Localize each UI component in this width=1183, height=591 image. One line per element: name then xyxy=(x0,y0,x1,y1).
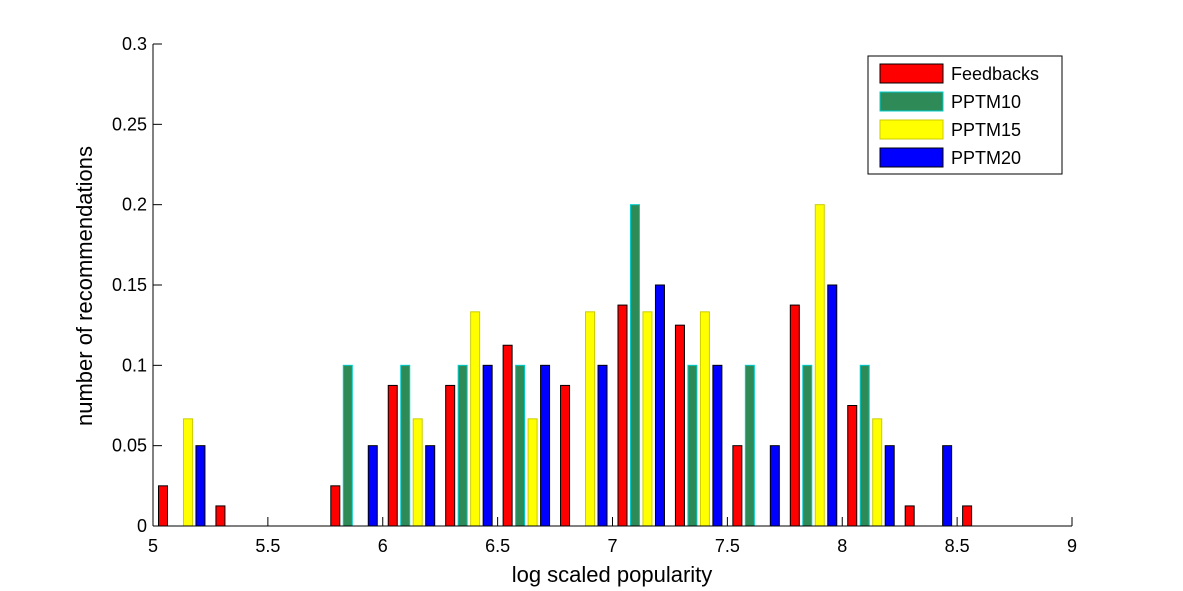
x-tick-label: 6.5 xyxy=(485,536,510,556)
legend-swatch-pptm20 xyxy=(879,147,944,168)
bar-pptm10-12 xyxy=(859,364,870,527)
bar-pptm15-6 xyxy=(527,418,538,527)
bar-feedbacks-5 xyxy=(445,384,456,527)
legend-label-feedbacks: Feedbacks xyxy=(951,64,1039,84)
y-tick-label: 0.05 xyxy=(112,436,147,456)
bar-pptm20-13 xyxy=(942,445,953,527)
bar-pptm15-9 xyxy=(699,311,710,527)
bar-pptm10-6 xyxy=(515,364,526,527)
bar-pptm15-12 xyxy=(872,418,883,527)
x-tick-label: 8 xyxy=(837,536,847,556)
bar-pptm10-9 xyxy=(687,364,698,527)
bar-pptm10-11 xyxy=(802,364,813,527)
bar-feedbacks-0 xyxy=(157,485,168,527)
bar-feedbacks-12 xyxy=(847,405,858,527)
bar-pptm20-7 xyxy=(597,364,608,527)
x-tick-label: 9 xyxy=(1067,536,1077,556)
bar-pptm20-4 xyxy=(425,445,436,527)
legend-label-pptm10: PPTM10 xyxy=(951,92,1021,112)
x-tick-label: 6 xyxy=(378,536,388,556)
bar-pptm20-0 xyxy=(195,445,206,527)
bar-pptm20-11 xyxy=(827,284,838,527)
bar-feedbacks-8 xyxy=(617,304,628,527)
bar-pptm20-5 xyxy=(482,364,493,527)
bar-feedbacks-14 xyxy=(962,505,973,527)
bar-feedbacks-10 xyxy=(732,445,743,527)
y-tick-label: 0.1 xyxy=(122,355,147,375)
y-tick-label: 0.2 xyxy=(122,195,147,215)
bar-feedbacks-4 xyxy=(387,384,398,527)
bar-feedbacks-1 xyxy=(215,505,226,527)
legend-swatch-feedbacks xyxy=(879,63,944,84)
x-tick-label: 5.5 xyxy=(255,536,280,556)
bar-feedbacks-3 xyxy=(330,485,341,527)
y-tick-label: 0.15 xyxy=(112,275,147,295)
bar-pptm20-10 xyxy=(769,445,780,527)
y-axis-title: number of recommendations xyxy=(72,146,97,426)
bar-pptm20-6 xyxy=(540,364,551,527)
x-tick-label: 8.5 xyxy=(945,536,970,556)
bar-pptm15-0 xyxy=(182,418,193,527)
legend-swatch-pptm10 xyxy=(879,91,944,112)
bar-feedbacks-9 xyxy=(674,324,685,527)
bar-pptm10-8 xyxy=(629,204,640,527)
bar-pptm10-10 xyxy=(744,364,755,527)
bar-pptm20-12 xyxy=(884,445,895,527)
bar-pptm10-3 xyxy=(342,364,353,527)
y-tick-label: 0.25 xyxy=(112,114,147,134)
bar-pptm15-5 xyxy=(470,311,481,527)
legend-swatch-pptm15 xyxy=(879,119,944,140)
x-tick-label: 7 xyxy=(607,536,617,556)
axes-group: 5 5.5 6 6.5 7 7.5 8 8.5 9 0 0.05 0.1 0.15 0.2 0.25 0.3 xyxy=(112,34,1077,556)
y-tick-label: 0 xyxy=(137,516,147,536)
bar-pptm15-4 xyxy=(412,418,423,527)
y-tick-label: 0.3 xyxy=(122,34,147,54)
bar-pptm15-7 xyxy=(585,311,596,527)
x-axis-title: log scaled popularity xyxy=(512,562,713,587)
bar-pptm20-8 xyxy=(654,284,665,527)
bar-feedbacks-11 xyxy=(789,304,800,527)
x-tick-label: 7.5 xyxy=(715,536,740,556)
legend-label-pptm20: PPTM20 xyxy=(951,148,1021,168)
bar-pptm10-5 xyxy=(457,364,468,527)
x-tick-label: 5 xyxy=(148,536,158,556)
bar-pptm15-11 xyxy=(814,204,825,527)
bar-feedbacks-7 xyxy=(560,384,571,527)
bar-feedbacks-13 xyxy=(904,505,915,527)
bar-feedbacks-6 xyxy=(502,344,513,527)
bar-pptm15-8 xyxy=(642,311,653,527)
legend: Feedbacks PPTM10 PPTM15 PPTM20 xyxy=(867,55,1063,175)
bar-pptm10-4 xyxy=(400,364,411,527)
legend-label-pptm15: PPTM15 xyxy=(951,120,1021,140)
bar-pptm20-3 xyxy=(367,445,378,527)
bar-pptm20-9 xyxy=(712,364,723,527)
